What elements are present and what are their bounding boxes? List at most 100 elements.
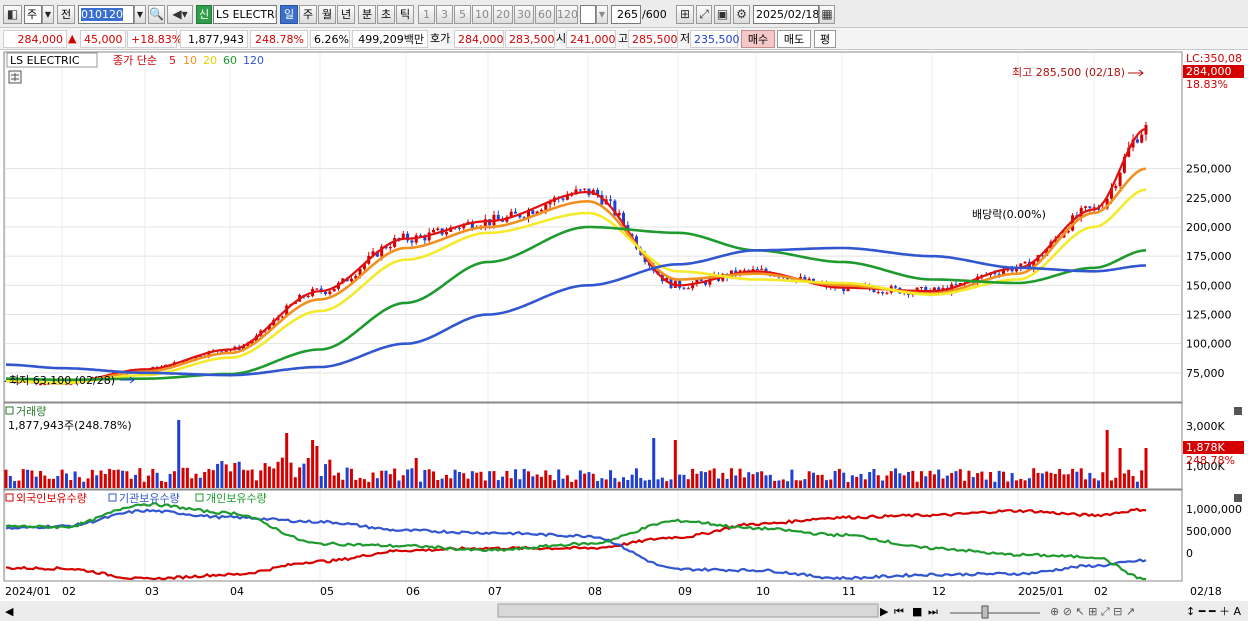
candle-body xyxy=(220,351,224,353)
scroll-right-icon[interactable]: ▶ xyxy=(880,605,889,618)
eval-button[interactable]: 평 xyxy=(814,30,836,48)
market-select[interactable]: 주 xyxy=(24,5,42,24)
tab-month[interactable]: 월 xyxy=(318,5,336,24)
interval-1[interactable]: 1 xyxy=(418,5,435,24)
high-price: 285,500 xyxy=(628,30,678,48)
candle-body xyxy=(250,341,254,344)
volume-close-icon[interactable] xyxy=(1234,407,1242,415)
candle-body xyxy=(578,189,582,191)
price-tick-label: 150,000 xyxy=(1186,279,1232,292)
volume-bar xyxy=(531,476,535,488)
volume-bar xyxy=(721,472,725,488)
interval-60[interactable]: 60 xyxy=(535,5,555,24)
credit-badge[interactable]: 신 xyxy=(196,5,212,24)
stock-chart[interactable]: LS ELECTRIC 종가 단순 5 10 20 60 120 최고 285,… xyxy=(0,50,1248,621)
volume-bar xyxy=(410,468,414,488)
speaker-icon[interactable]: ◀▾ xyxy=(167,5,193,24)
legend-ma60: 60 xyxy=(223,54,237,67)
interval-30[interactable]: 30 xyxy=(514,5,534,24)
volume-bar xyxy=(868,472,872,488)
gear-icon[interactable]: ⚙ xyxy=(733,5,750,24)
candle-body xyxy=(1019,263,1023,269)
interval-20[interactable]: 20 xyxy=(493,5,513,24)
forward-icon[interactable]: ⏭ xyxy=(928,605,938,618)
stop-icon[interactable]: ■ xyxy=(912,605,922,618)
interval-5[interactable]: 5 xyxy=(454,5,471,24)
volume-bar xyxy=(17,480,21,488)
foreign-holding-line xyxy=(5,507,1147,581)
tab-minute[interactable]: 분 xyxy=(358,5,376,24)
volume-bar xyxy=(807,471,811,488)
volume-bar xyxy=(889,471,893,488)
interval-custom-input[interactable] xyxy=(580,5,596,24)
volume-bar xyxy=(747,472,751,488)
tab-day[interactable]: 일 xyxy=(280,5,298,24)
stock-name-field[interactable]: LS ELECTRI xyxy=(213,5,277,24)
volume-bar xyxy=(375,478,379,488)
candle-body xyxy=(362,263,366,270)
high-arrow-icon xyxy=(1128,69,1144,77)
x-tick-label: 04 xyxy=(230,585,244,598)
volume-bar xyxy=(125,471,129,488)
date-input[interactable]: 2025/02/18 xyxy=(753,5,819,24)
volume-bar xyxy=(1062,474,1066,488)
interval-dropdown-icon[interactable]: ▼ xyxy=(596,5,608,24)
save-icon[interactable]: ▣ xyxy=(714,5,731,24)
tool-icons[interactable]: ⊕ ⊘ ↖ ⊞ ⤢ ⊟ ↗ xyxy=(1050,605,1135,618)
candle-body xyxy=(328,291,332,295)
volume-bar xyxy=(989,471,993,488)
count-input[interactable]: 265 xyxy=(611,5,641,24)
volume-bar xyxy=(634,468,638,488)
volume-bar xyxy=(341,479,345,488)
volume-bar xyxy=(1114,477,1118,488)
volume-bar xyxy=(527,471,530,488)
holding-close-icon[interactable] xyxy=(1234,494,1242,502)
tab-week[interactable]: 주 xyxy=(299,5,317,24)
candle-body xyxy=(1023,261,1027,264)
crosshair-icon[interactable]: ⊞ xyxy=(676,5,694,24)
code-dropdown-icon[interactable]: ▼ xyxy=(134,5,146,24)
candle-body xyxy=(1114,185,1118,189)
buy-button[interactable]: 매수 xyxy=(741,30,775,48)
candle-body xyxy=(876,292,880,294)
interval-3[interactable]: 3 xyxy=(436,5,453,24)
tab-year[interactable]: 년 xyxy=(337,5,355,24)
volume-bar xyxy=(112,470,116,488)
volume-bar xyxy=(470,471,474,488)
legend-ma5: 5 xyxy=(169,54,176,67)
x-tick-label: 11 xyxy=(842,585,856,598)
volume-bar xyxy=(881,480,885,488)
volume-bar xyxy=(669,479,673,488)
calendar-icon[interactable]: ▦ xyxy=(819,5,835,24)
volume-bar xyxy=(557,469,561,488)
interval-10[interactable]: 10 xyxy=(472,5,492,24)
scrollbar-thumb[interactable] xyxy=(497,603,879,618)
interval-120[interactable]: 120 xyxy=(556,5,578,24)
price-tick-label: 75,000 xyxy=(1186,367,1225,380)
volume-bar xyxy=(444,474,448,488)
tab-second[interactable]: 초 xyxy=(377,5,395,24)
volume-bar xyxy=(799,480,803,488)
volume-bar xyxy=(919,471,923,488)
stock-code-input[interactable]: 010120 xyxy=(78,5,134,24)
volume-bar xyxy=(544,470,548,488)
volume-panel-frame xyxy=(3,402,1183,490)
window-menu-icon[interactable]: ◧ xyxy=(3,5,22,24)
search-icon[interactable]: 🔍 xyxy=(148,5,165,24)
rewind-icon[interactable]: ⏮ xyxy=(894,605,904,618)
draw-line-icon[interactable]: ⤢ xyxy=(696,5,712,24)
zoom-controls[interactable]: ↕ ━ ━ ＋ A xyxy=(1186,605,1241,618)
volume-bar xyxy=(332,475,336,488)
market-dropdown-icon[interactable]: ▼ xyxy=(42,5,54,24)
volume-bar xyxy=(56,476,60,488)
volume-bar xyxy=(622,477,625,488)
holding-tick-0: 0 xyxy=(1186,547,1193,560)
tab-tick[interactable]: 틱 xyxy=(396,5,414,24)
sell-button[interactable]: 매도 xyxy=(777,30,811,48)
chart-area[interactable]: LS ELECTRIC 종가 단순 5 10 20 60 120 최고 285,… xyxy=(0,50,1248,621)
zoom-slider-handle[interactable] xyxy=(981,605,989,619)
candle-body xyxy=(1040,255,1044,257)
scroll-left-icon[interactable]: ◀ xyxy=(5,605,14,618)
volume-bar xyxy=(1092,478,1096,488)
prev-button[interactable]: 전 xyxy=(57,5,75,24)
